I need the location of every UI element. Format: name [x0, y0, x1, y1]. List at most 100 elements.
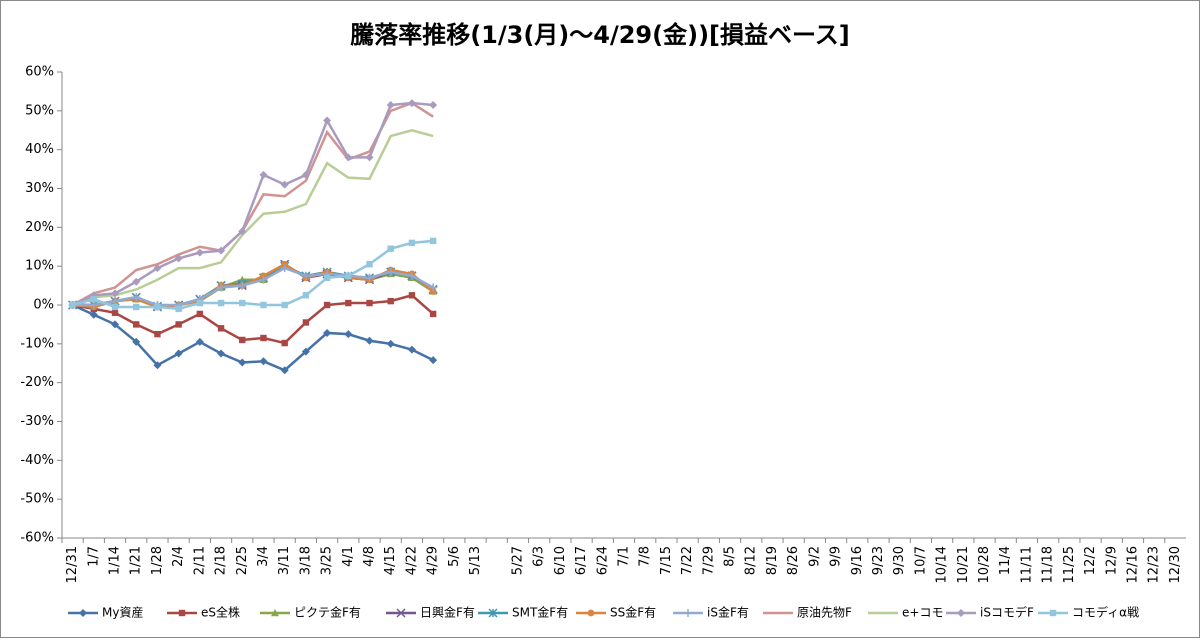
marker: [365, 273, 374, 282]
y-tick-label: 50%: [25, 103, 54, 118]
x-tick-label: 5/13: [468, 546, 483, 575]
x-tick-label: 12/30: [1168, 546, 1183, 583]
y-tick-label: -50%: [20, 492, 54, 507]
marker: [238, 281, 247, 290]
marker: [260, 301, 267, 309]
marker: [111, 309, 119, 316]
y-tick-label: -60%: [20, 531, 54, 546]
x-tick-label: 4/22: [404, 546, 419, 575]
x-tick-label: 7/22: [680, 546, 695, 575]
legend-label: ピクテ金F有: [294, 605, 361, 620]
x-tick-label: 3/11: [277, 546, 292, 575]
x-tick-label: 12/2: [1083, 546, 1098, 575]
x-tick-label: 9/9: [829, 546, 844, 567]
x-tick-label: 10/7: [913, 546, 928, 575]
marker: [195, 337, 204, 346]
x-tick-label: 4/8: [362, 546, 377, 567]
legend-label: e+コモ: [902, 606, 943, 620]
y-tick-label: 0%: [33, 298, 54, 313]
x-tick-label: 11/25: [1062, 546, 1077, 583]
marker: [175, 305, 182, 313]
marker: [174, 254, 183, 263]
marker: [323, 274, 331, 282]
x-tick-label: 6/24: [595, 546, 610, 575]
marker: [301, 347, 310, 356]
x-tick-label: 5/6: [447, 546, 462, 567]
y-tick-label: 20%: [25, 220, 54, 235]
marker: [195, 248, 204, 257]
marker: [90, 295, 98, 303]
y-tick-label: -10%: [20, 336, 54, 351]
marker: [323, 301, 331, 309]
marker: [259, 275, 268, 284]
marker: [111, 303, 119, 311]
marker: [271, 609, 279, 617]
marker: [153, 361, 162, 370]
x-tick-label: 6/3: [532, 546, 547, 567]
marker: [238, 358, 247, 367]
marker: [396, 608, 406, 618]
legend-label: iS金F有: [707, 605, 749, 620]
legend-label: 原油先物F: [797, 606, 852, 620]
x-tick-label: 9/16: [850, 546, 865, 575]
marker: [154, 330, 161, 338]
marker: [429, 356, 438, 365]
marker: [366, 299, 373, 307]
series-line: [72, 303, 434, 372]
legend-label: 日興金F有: [420, 605, 475, 620]
marker: [111, 320, 120, 329]
x-tick-label: 3/25: [320, 546, 335, 575]
marker: [132, 337, 141, 346]
x-tick-label: 9/30: [892, 546, 907, 575]
legend-label: コモディα戦: [1072, 605, 1139, 620]
x-tick-label: 11/11: [1019, 546, 1034, 583]
x-tick-label: 11/4: [998, 546, 1013, 575]
x-tick-label: 8/26: [786, 546, 801, 575]
marker: [132, 277, 141, 286]
marker: [429, 310, 437, 318]
marker: [387, 297, 394, 305]
series-line: [72, 101, 434, 307]
x-tick-label: 4/15: [383, 546, 398, 575]
x-tick-label: 6/17: [574, 546, 589, 575]
x-tick-label: 5/27: [510, 546, 525, 575]
marker: [281, 301, 288, 309]
marker: [429, 283, 438, 292]
marker: [111, 289, 120, 298]
marker: [280, 366, 289, 375]
x-tick-label: 8/19: [765, 546, 780, 575]
marker: [239, 299, 246, 307]
marker: [196, 310, 204, 318]
marker: [196, 299, 204, 307]
x-tick-label: 4/1: [341, 546, 356, 567]
x-tick-label: 12/31: [65, 546, 80, 583]
marker: [957, 609, 965, 617]
marker: [408, 292, 416, 299]
x-tick-label: 11/18: [1041, 546, 1056, 583]
marker: [386, 101, 395, 110]
marker: [429, 237, 437, 245]
marker: [217, 246, 226, 255]
marker: [79, 609, 87, 617]
x-tick-label: 1/14: [108, 546, 123, 575]
legend-label: SS金F有: [610, 605, 656, 620]
marker: [366, 261, 373, 268]
series-line: [72, 101, 434, 307]
x-tick-label: 6/10: [553, 546, 568, 575]
series-line: [72, 239, 434, 311]
x-tick-label: 9/23: [871, 546, 886, 575]
marker: [344, 153, 353, 162]
x-tick-label: 12/9: [1104, 546, 1119, 575]
marker: [133, 303, 140, 311]
marker: [280, 264, 289, 273]
x-tick-label: 3/18: [298, 546, 313, 575]
x-tick-label: 10/14: [935, 546, 950, 583]
x-tick-label: 8/5: [723, 546, 738, 567]
y-tick-label: 60%: [25, 65, 54, 80]
marker: [684, 609, 692, 617]
x-tick-label: 10/28: [977, 546, 992, 583]
y-tick-label: 10%: [25, 259, 54, 274]
x-tick-label: 12/23: [1147, 546, 1162, 583]
marker: [488, 608, 498, 618]
